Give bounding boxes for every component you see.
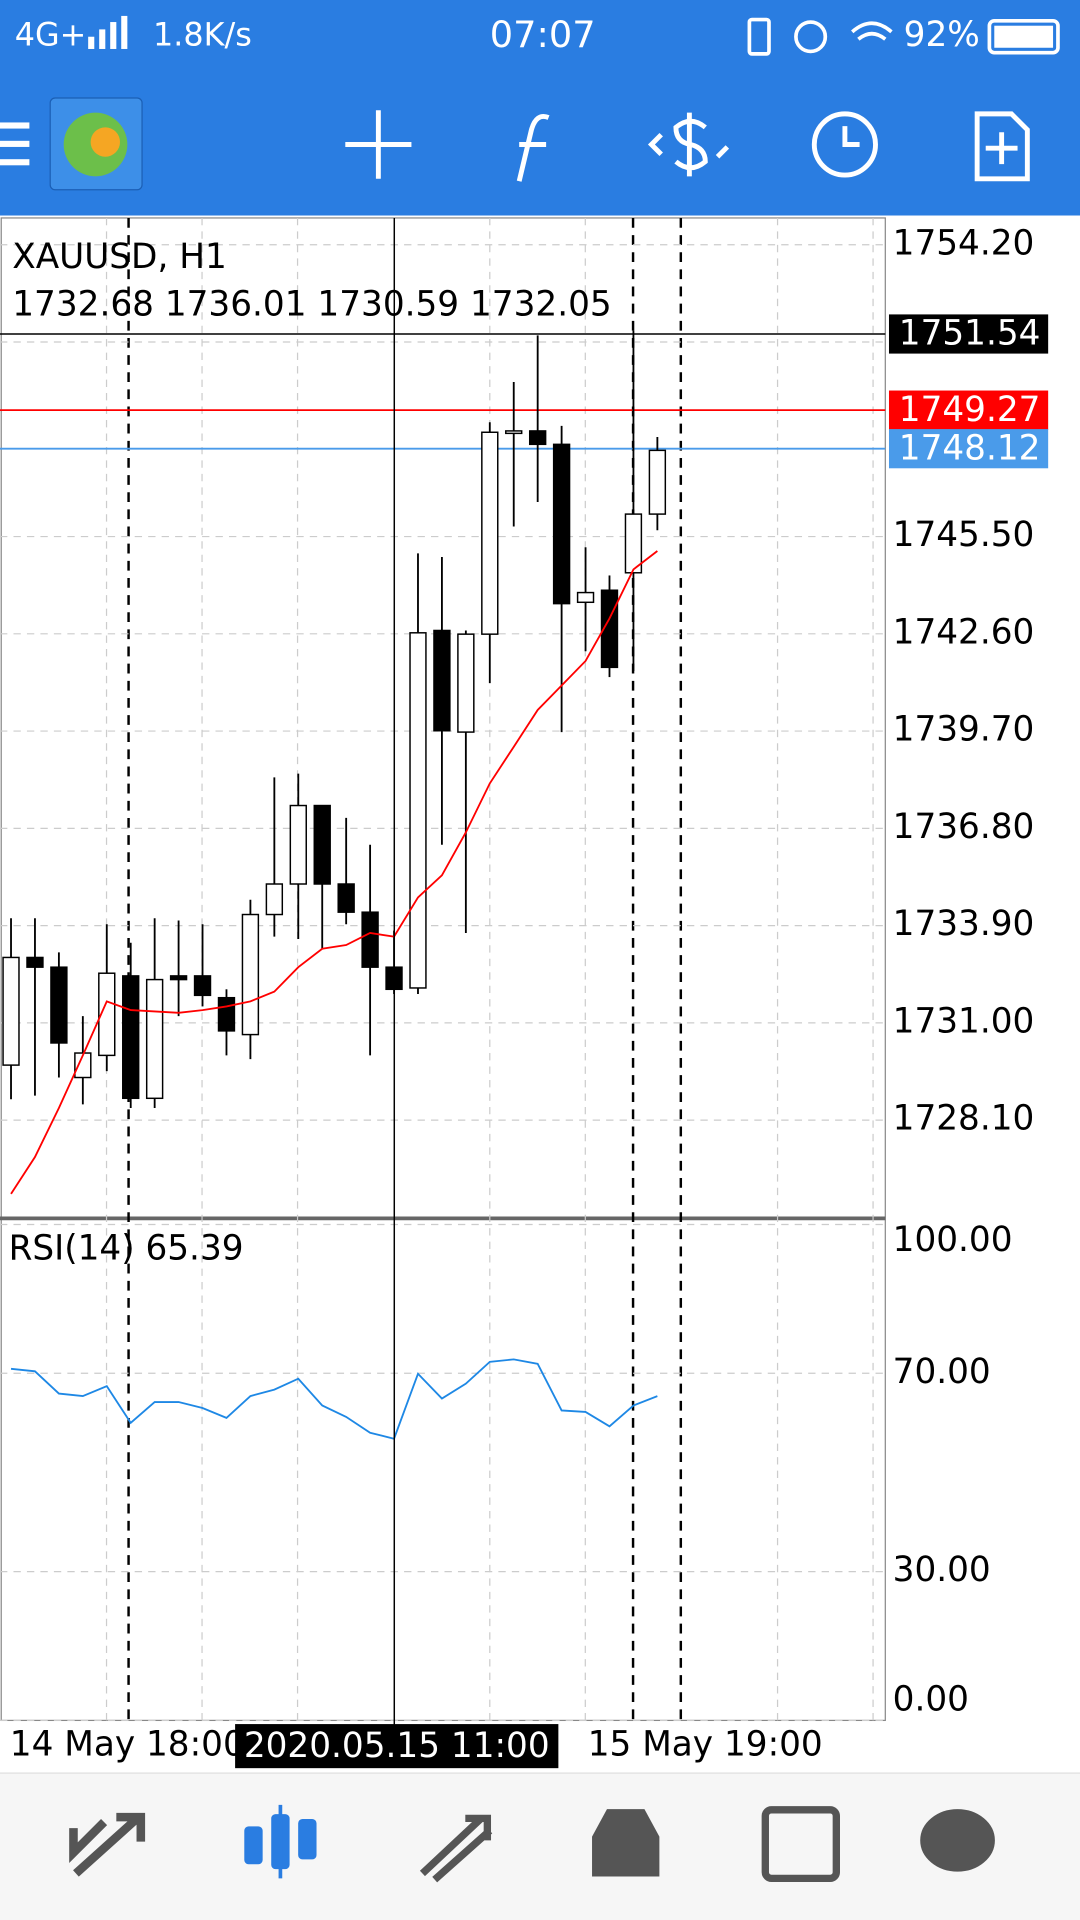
candle-body [409, 632, 427, 989]
y-tick-label: 1733.90 [893, 904, 1035, 944]
indicators-tool[interactable] [516, 114, 550, 182]
candle-body [289, 804, 307, 885]
rsi-tick-label: 100.00 [893, 1220, 1013, 1260]
period-tool[interactable] [811, 111, 878, 178]
nav-icons [69, 1804, 995, 1883]
battery-level [994, 25, 1054, 48]
y-tick-label: 1739.70 [893, 710, 1035, 750]
candle-body [528, 430, 547, 446]
status-icons [747, 17, 1060, 56]
nav-history[interactable] [592, 1809, 660, 1877]
crosshair-tool[interactable] [345, 110, 412, 179]
candle-body [265, 883, 284, 916]
nav-trade[interactable] [419, 1814, 493, 1883]
candle-body [50, 966, 68, 1044]
candle-body [2, 956, 20, 1066]
chart-frame [0, 217, 886, 1722]
rsi-label: RSI(14) 65.39 [9, 1229, 244, 1269]
x-tick-label: 15 May 19:00 [588, 1725, 823, 1765]
plot [0, 217, 886, 1733]
ask-badge [888, 390, 1049, 430]
y-tick-label: 1731.00 [893, 1001, 1035, 1041]
signal-icon [88, 15, 128, 49]
rsi-tick-label: 70.00 [893, 1352, 991, 1392]
top-bar [0, 0, 1080, 216]
y-tick-label: 1742.60 [893, 612, 1035, 652]
nav-news[interactable] [761, 1806, 840, 1883]
candle-body [217, 996, 236, 1032]
y-tick-label: 1754.20 [893, 223, 1035, 263]
nav-chat[interactable] [920, 1809, 995, 1872]
crosshair-time: 2020.05.15 11:00 [244, 1726, 550, 1766]
toolbar [345, 110, 1030, 182]
crosshair-time-badge [235, 1724, 559, 1769]
ohlc: 1732.68 1736.01 1730.59 1732.05 [12, 285, 611, 325]
rsi-tick-label: 0.00 [893, 1679, 969, 1719]
moving-average [10, 550, 658, 1195]
candle-body [457, 633, 475, 733]
candle-body [26, 956, 44, 968]
bid-label: 1748.12 [899, 428, 1041, 468]
candle-body [505, 430, 523, 435]
crosshair_price-badge [888, 314, 1049, 354]
battery: 92% [904, 15, 980, 55]
candle-body [241, 913, 260, 1036]
candle-body [169, 975, 188, 981]
candle-body [552, 443, 571, 605]
candle-body [433, 629, 451, 732]
y-tick-label: 1745.50 [893, 515, 1035, 555]
crosshair_price-label: 1751.54 [899, 314, 1041, 354]
menu-button[interactable] [0, 122, 30, 166]
symbol: XAUUSD, H1 [12, 237, 227, 277]
grid [0, 217, 886, 1722]
nav-quotes[interactable] [69, 1812, 146, 1877]
candle-body [648, 449, 667, 515]
x-tick-label: 14 May 18:00 [10, 1725, 245, 1765]
net-speed: 1.8K/s [153, 16, 252, 54]
candle-body [193, 975, 212, 997]
bottom-nav [0, 1773, 1080, 1920]
candle-body [74, 1052, 92, 1079]
rsi-line [10, 1358, 658, 1440]
candle-body [145, 978, 164, 1100]
clock: 07:07 [490, 13, 596, 56]
y-tick-label: 1736.80 [893, 807, 1035, 847]
candle-body [313, 804, 331, 885]
candle-body [361, 911, 379, 968]
bid-badge [888, 429, 1049, 469]
candle-body [481, 431, 499, 635]
candle-body [98, 972, 116, 1057]
logo-badge [90, 127, 120, 157]
candle-body [624, 513, 643, 574]
ask-label: 1749.27 [899, 390, 1041, 430]
new-chart-tool[interactable] [974, 111, 1030, 182]
candle-body [337, 883, 355, 913]
rsi-tick-label: 30.00 [893, 1550, 991, 1590]
y-tick-label: 1728.10 [893, 1099, 1035, 1139]
nav-chart[interactable] [244, 1804, 317, 1879]
network: 4G+ [15, 16, 87, 54]
candle-body [122, 975, 140, 1100]
candle-body [576, 591, 595, 604]
trade-tool[interactable] [647, 112, 730, 177]
